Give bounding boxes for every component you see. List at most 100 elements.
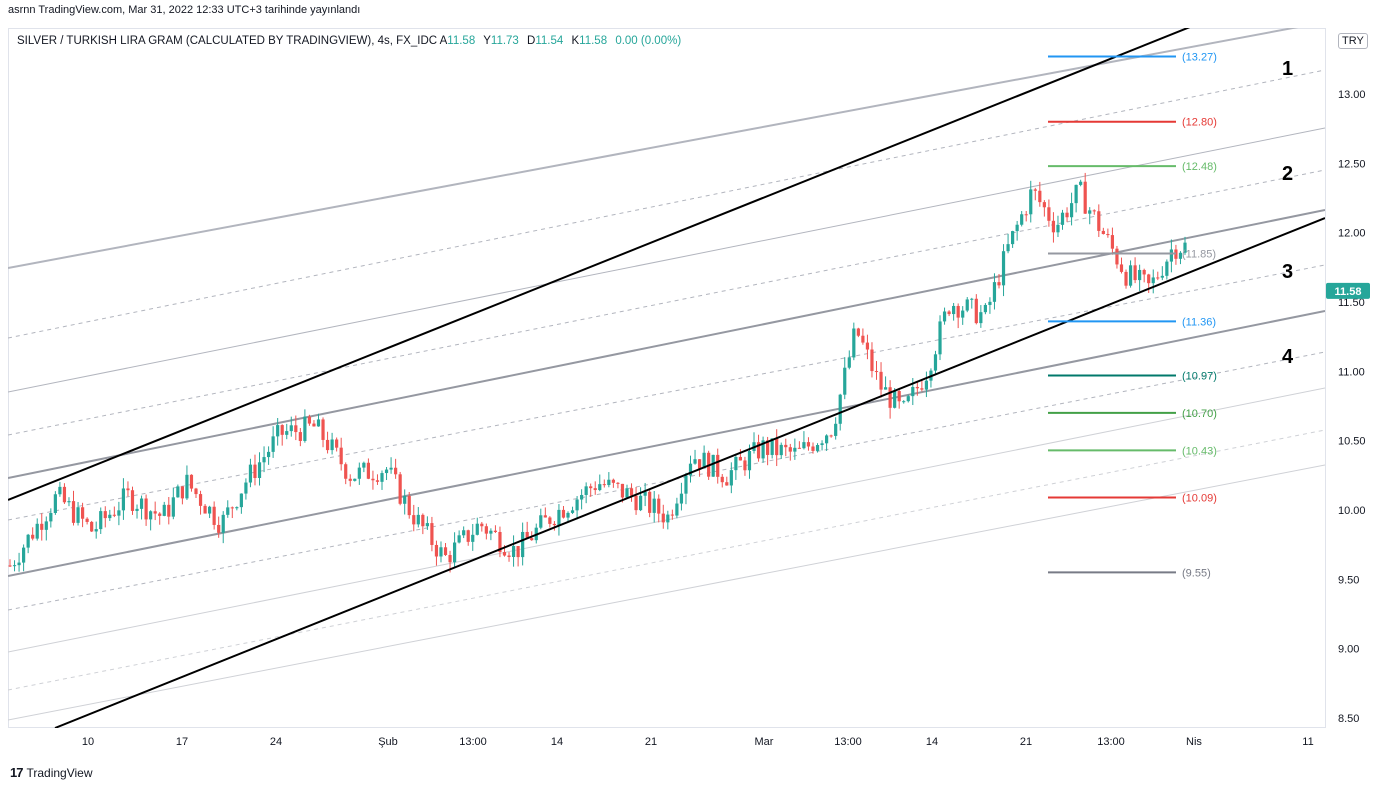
candle-body bbox=[829, 435, 833, 437]
candle-body bbox=[725, 482, 729, 486]
candle-body bbox=[462, 530, 466, 536]
candle-body bbox=[720, 476, 724, 483]
candle-body bbox=[40, 523, 44, 530]
price-levels: (13.27) (12.80) (12.48) (11.85) (11.36) (10.9… bbox=[1048, 52, 1217, 579]
candle-body bbox=[766, 440, 770, 455]
x-tick-label: 14 bbox=[926, 736, 938, 748]
candle-body bbox=[121, 488, 126, 511]
last-price-badge: 11.58 bbox=[1326, 282, 1370, 299]
candle-body bbox=[997, 282, 1001, 286]
price-level-label: (11.85) bbox=[1182, 248, 1216, 260]
candle-body bbox=[684, 475, 688, 494]
candles bbox=[8, 172, 1187, 573]
candle-body bbox=[1151, 277, 1155, 284]
channel-line bbox=[8, 351, 1325, 611]
candle-body bbox=[448, 555, 452, 563]
upper-trend-line bbox=[8, 28, 1191, 501]
tradingview-logo[interactable]: 17 TradingView bbox=[10, 765, 93, 780]
candle-body bbox=[1047, 207, 1051, 221]
candle-body bbox=[135, 508, 139, 511]
candle-body bbox=[457, 535, 461, 543]
candle-body bbox=[589, 486, 593, 489]
open-key: A bbox=[439, 35, 448, 47]
candle-body bbox=[1119, 264, 1124, 272]
candle-body bbox=[226, 507, 230, 515]
channel-line bbox=[8, 28, 1299, 269]
candle-body bbox=[961, 310, 965, 318]
price-level-label: (10.70) bbox=[1182, 408, 1217, 420]
candle-body bbox=[702, 452, 706, 469]
x-tick-label: 21 bbox=[645, 736, 657, 748]
candle-body bbox=[321, 419, 325, 440]
candle-body bbox=[965, 299, 969, 311]
candle-body bbox=[897, 391, 901, 402]
candle-body bbox=[915, 386, 919, 389]
candle-body bbox=[208, 506, 212, 514]
candle-body bbox=[924, 380, 929, 390]
candle-body bbox=[434, 544, 439, 557]
price-level-label: (13.27) bbox=[1182, 52, 1217, 64]
candle-body bbox=[67, 501, 71, 503]
candle-body bbox=[1029, 189, 1033, 215]
candle-body bbox=[493, 530, 498, 532]
x-tick-label: 24 bbox=[270, 736, 282, 748]
candle-body bbox=[425, 523, 429, 527]
candle-body bbox=[180, 486, 184, 499]
candle-body bbox=[539, 515, 543, 528]
candle-body bbox=[988, 301, 992, 305]
candle-body bbox=[543, 515, 547, 518]
wave-label: 2 bbox=[1282, 163, 1293, 185]
candle-body bbox=[1115, 248, 1119, 265]
candle-body bbox=[298, 432, 302, 441]
candle-body bbox=[162, 504, 166, 516]
candle-body bbox=[108, 514, 112, 519]
candle-body bbox=[992, 282, 997, 302]
candle-body bbox=[285, 431, 289, 435]
y-tick-label: 12.50 bbox=[1338, 158, 1366, 170]
price-level-label: (9.55) bbox=[1182, 567, 1211, 579]
candle-body bbox=[870, 349, 874, 372]
candle-body bbox=[716, 454, 720, 477]
candle-body bbox=[412, 515, 416, 525]
candle-body bbox=[239, 493, 243, 508]
x-axis: 10 17 24 Şub 13:00 14 21 Mar 13:00 14 21 13:00 Nis 11 bbox=[82, 736, 1314, 748]
candle-body bbox=[71, 501, 76, 523]
candle-body bbox=[820, 443, 824, 446]
candle-body bbox=[212, 506, 216, 525]
candle-body bbox=[570, 510, 575, 513]
price-level-label: (10.43) bbox=[1182, 445, 1217, 457]
candle-body bbox=[956, 305, 960, 318]
candle-body bbox=[616, 482, 620, 484]
candle-body bbox=[303, 416, 307, 441]
candle-body bbox=[262, 457, 266, 463]
candle-body bbox=[171, 497, 175, 517]
candle-body bbox=[502, 552, 507, 556]
candle-body bbox=[1051, 220, 1056, 233]
candle-body bbox=[31, 534, 35, 539]
candle-body bbox=[852, 328, 856, 358]
candle-body bbox=[1020, 214, 1024, 225]
lower-trend-line bbox=[54, 217, 1325, 728]
candle-body bbox=[933, 354, 938, 371]
change-value: 0.00 (0.00%) bbox=[615, 35, 682, 47]
chart-frame[interactable] bbox=[8, 28, 1326, 728]
currency-button[interactable]: TRY bbox=[1338, 33, 1368, 49]
candle-body bbox=[629, 488, 634, 496]
candle-body bbox=[330, 439, 334, 451]
candle-body bbox=[1097, 211, 1101, 231]
candle-body bbox=[475, 523, 479, 535]
candle-body bbox=[362, 462, 366, 468]
candle-body bbox=[593, 488, 597, 491]
open-value: 11.58 bbox=[447, 35, 476, 47]
candle-body bbox=[189, 474, 194, 489]
candle-body bbox=[1083, 181, 1087, 214]
candle-body bbox=[893, 391, 897, 408]
candle-body bbox=[126, 488, 130, 491]
channel-lines bbox=[8, 28, 1325, 721]
candle-body bbox=[861, 335, 865, 343]
candle-body bbox=[90, 521, 94, 532]
high-value: 11.73 bbox=[490, 35, 519, 47]
candle-body bbox=[1165, 261, 1169, 276]
candle-body bbox=[516, 546, 520, 558]
